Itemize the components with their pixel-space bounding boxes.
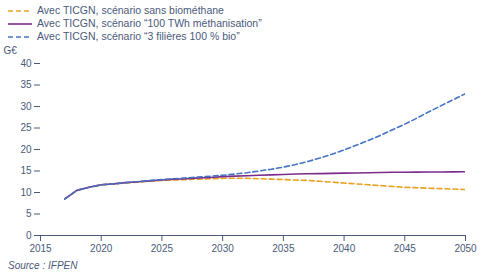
svg-text:G€: G€ (4, 45, 18, 56)
svg-text:0: 0 (26, 230, 32, 241)
html-text:Avec TICGN, scénario “3 filièr: Avec TICGN, scénario “3 filières 100 % b… (37, 30, 240, 42)
svg-text:2020: 2020 (90, 243, 113, 254)
svg-text:2025: 2025 (151, 243, 174, 254)
svg-text:10: 10 (20, 187, 32, 198)
html-text:Source : IFPEN: Source : IFPEN (8, 260, 78, 271)
svg-text:2035: 2035 (272, 243, 295, 254)
svg-text:2045: 2045 (394, 243, 417, 254)
svg-text:35: 35 (20, 79, 32, 90)
svg-text:25: 25 (20, 122, 32, 133)
svg-text:5: 5 (26, 208, 32, 219)
html-text:Avec TICGN, scénario “100 TWh: Avec TICGN, scénario “100 TWh méthanisat… (37, 17, 262, 29)
svg-text:2040: 2040 (333, 243, 356, 254)
html-text:Avec TICGN, scénario sans biom: Avec TICGN, scénario sans biométhane (37, 4, 224, 16)
svg-text:40: 40 (20, 58, 32, 69)
svg-text:2050: 2050 (454, 243, 477, 254)
svg-text:2015: 2015 (29, 243, 52, 254)
svg-text:15: 15 (20, 165, 32, 176)
svg-text:2030: 2030 (212, 243, 235, 254)
svg-text:20: 20 (20, 144, 32, 155)
svg-text:30: 30 (20, 101, 32, 112)
